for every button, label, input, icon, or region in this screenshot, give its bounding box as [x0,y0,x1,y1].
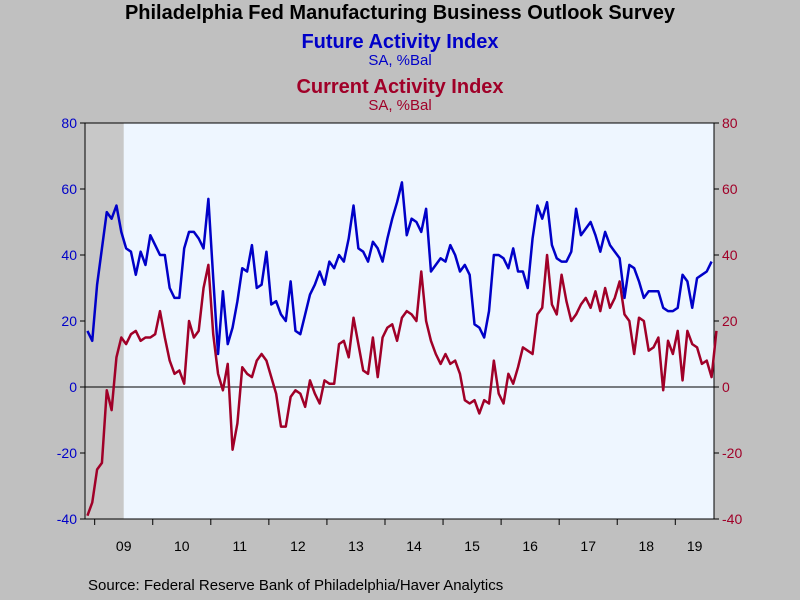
x-tick-label: 12 [290,538,306,554]
future-activity-line [86,181,713,356]
left-y-tick-label: -40 [57,511,77,527]
source-note: Source: Federal Reserve Bank of Philadel… [88,577,504,594]
x-tick-label: 13 [348,538,364,554]
x-tick-label: 17 [580,538,596,554]
x-tick-label: 09 [116,538,132,554]
x-tick-label: 19 [687,538,703,554]
left-y-tick-label: 40 [61,247,77,263]
right-y-tick-label: 0 [722,379,730,395]
current-index-subtitle: SA, %Bal [368,97,432,114]
left-y-tick-label: -20 [57,445,77,461]
plot-area [85,123,714,519]
future-index-title: Future Activity Index [301,31,499,53]
x-tick-label: 18 [638,538,654,554]
chart-title: Philadelphia Fed Manufacturing Business … [124,2,676,24]
left-y-tick-label: 60 [61,181,77,197]
right-y-tick-label: 80 [722,115,738,131]
left-y-tick-label: 80 [61,115,77,131]
x-tick-label: 15 [464,538,480,554]
current-activity-line [86,253,718,517]
x-tick-label: 10 [174,538,190,554]
right-y-tick-label: 60 [722,181,738,197]
x-tick-label: 16 [522,538,538,554]
current-index-title: Current Activity Index [296,76,504,98]
right-y-tick-label: -40 [722,511,742,527]
right-y-tick-label: -20 [722,445,742,461]
x-tick-label: 14 [406,538,422,554]
right-y-tick-label: 40 [722,247,738,263]
right-y-tick-label: 20 [722,313,738,329]
recession-shading [85,123,124,519]
x-tick-label: 11 [233,538,248,554]
future-index-subtitle: SA, %Bal [368,52,432,69]
left-y-tick-label: 20 [61,313,77,329]
left-y-tick-label: 0 [69,379,77,395]
